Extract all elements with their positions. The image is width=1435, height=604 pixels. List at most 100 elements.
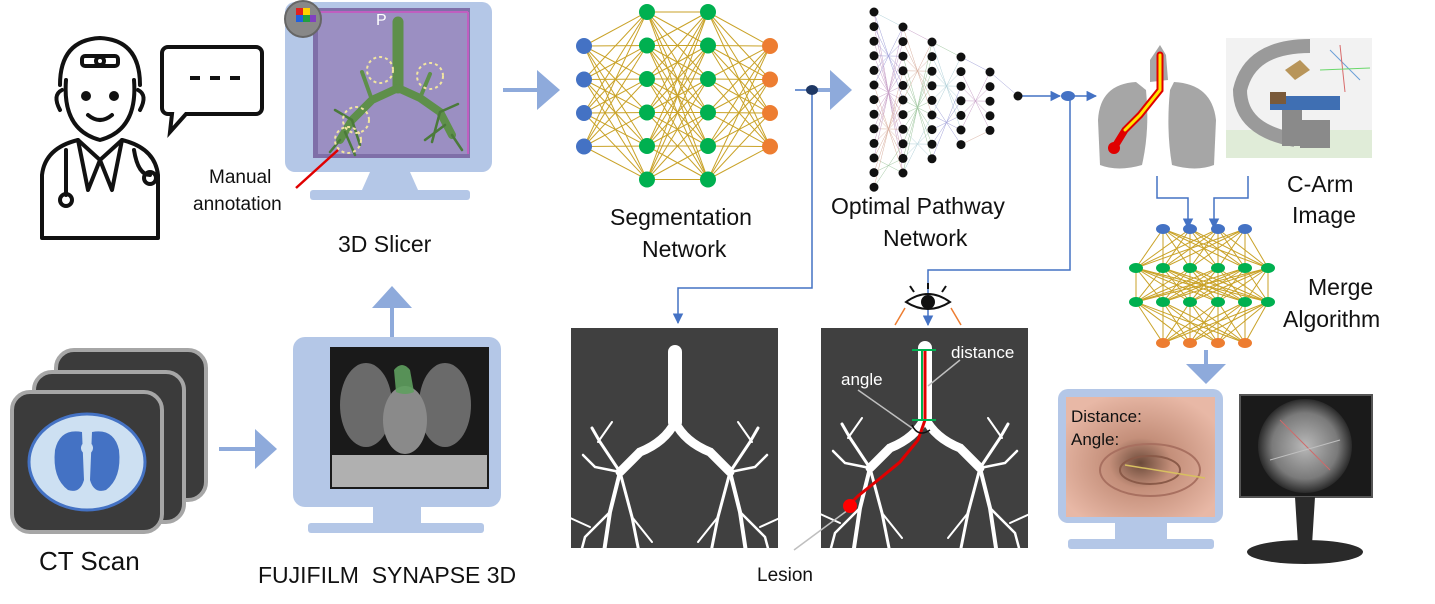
network-node — [869, 138, 879, 148]
network-edge — [903, 42, 932, 115]
network-node — [1183, 263, 1197, 273]
network-edge — [903, 42, 932, 115]
network-edge — [932, 57, 961, 101]
network-edge — [707, 45, 771, 147]
network-edge — [1135, 228, 1219, 269]
airway-branch — [728, 426, 760, 474]
network-edge — [903, 42, 932, 86]
network-edge — [646, 112, 709, 180]
network-edge — [903, 57, 932, 71]
angle-label: angle — [841, 370, 883, 389]
network-node — [869, 109, 879, 119]
network-edge — [583, 11, 648, 80]
network-edge — [961, 72, 990, 116]
network-edge — [707, 45, 771, 47]
c-arm-label-line2: Image — [1292, 202, 1356, 228]
airway-branch — [853, 547, 865, 569]
airway-branch — [735, 551, 747, 573]
network-node — [927, 37, 937, 47]
network-edge — [874, 100, 903, 143]
network-edge — [961, 101, 990, 144]
network-edge — [932, 130, 961, 145]
network-node — [956, 96, 966, 106]
network-edge — [932, 130, 961, 144]
network-edge — [707, 45, 771, 180]
network-edge — [583, 11, 648, 147]
network-edge — [874, 173, 903, 187]
network-node — [927, 52, 937, 62]
network-edge — [707, 11, 771, 47]
segmented-airway-tree — [567, 345, 783, 573]
network-node — [1261, 297, 1275, 307]
network-node — [869, 65, 879, 75]
network-node — [1129, 297, 1143, 307]
network-edge — [932, 101, 961, 115]
network-edge — [961, 87, 990, 130]
manual-annotation-label-line1: Manual — [209, 167, 272, 188]
network-edge — [903, 115, 932, 129]
network-edge — [932, 145, 961, 159]
network-edge — [903, 42, 932, 56]
network-edge — [874, 114, 903, 158]
network-edges — [1135, 228, 1269, 344]
optimal-pathway-network — [869, 7, 1023, 192]
network-node — [898, 153, 908, 163]
network-node — [762, 71, 778, 88]
network-edge — [903, 71, 932, 86]
network-edge — [902, 114, 933, 174]
network-edge — [707, 112, 771, 180]
network-edge — [707, 146, 771, 180]
pathway-overlay — [793, 349, 961, 551]
network-node — [927, 110, 937, 120]
network-edge — [961, 86, 990, 101]
network-edge — [903, 130, 932, 173]
network-node — [985, 125, 995, 135]
network-node — [1238, 338, 1252, 348]
network-node — [898, 51, 908, 61]
network-edge — [903, 56, 932, 71]
network-edge — [1162, 301, 1191, 344]
network-node — [898, 22, 908, 32]
network-edge — [583, 145, 648, 147]
eye-icon — [894, 283, 962, 326]
network-node — [1156, 297, 1170, 307]
network-edge — [1135, 267, 1269, 303]
network-edge — [1217, 301, 1246, 344]
network-edge — [903, 86, 932, 159]
network-edge — [960, 56, 991, 73]
airway-branch — [985, 547, 997, 569]
network-edge — [932, 42, 961, 86]
network-node — [956, 140, 966, 150]
network-edge — [583, 11, 648, 47]
network-edge — [903, 144, 932, 158]
network-edge — [932, 72, 961, 115]
network-edge — [1217, 267, 1246, 303]
network-node — [1183, 297, 1197, 307]
network-edge — [874, 27, 903, 41]
network-edge — [583, 146, 648, 180]
network-edge — [646, 11, 709, 180]
network-node — [869, 124, 879, 134]
airway-branch — [988, 506, 1025, 565]
network-node — [869, 51, 879, 61]
network-edge — [1217, 228, 1246, 269]
network-edge — [903, 42, 932, 85]
junction-dot — [806, 85, 818, 95]
network-node — [956, 81, 966, 91]
airway-branch — [603, 551, 615, 573]
speech-bubble-icon — [160, 45, 264, 139]
network-edge — [874, 41, 903, 114]
network-edge — [902, 26, 933, 43]
airway-branch — [947, 512, 969, 539]
network-edge — [903, 57, 932, 100]
monitor-distance-label: Distance: — [1071, 407, 1142, 426]
network-edge — [932, 71, 961, 86]
network-node — [869, 22, 879, 32]
flow-arrow — [1186, 350, 1226, 384]
network-node — [762, 105, 778, 121]
network-node — [898, 124, 908, 134]
airway-branch — [631, 516, 653, 543]
network-edge — [931, 86, 962, 159]
airway-branch — [831, 449, 872, 470]
network-edge — [1162, 228, 1269, 269]
